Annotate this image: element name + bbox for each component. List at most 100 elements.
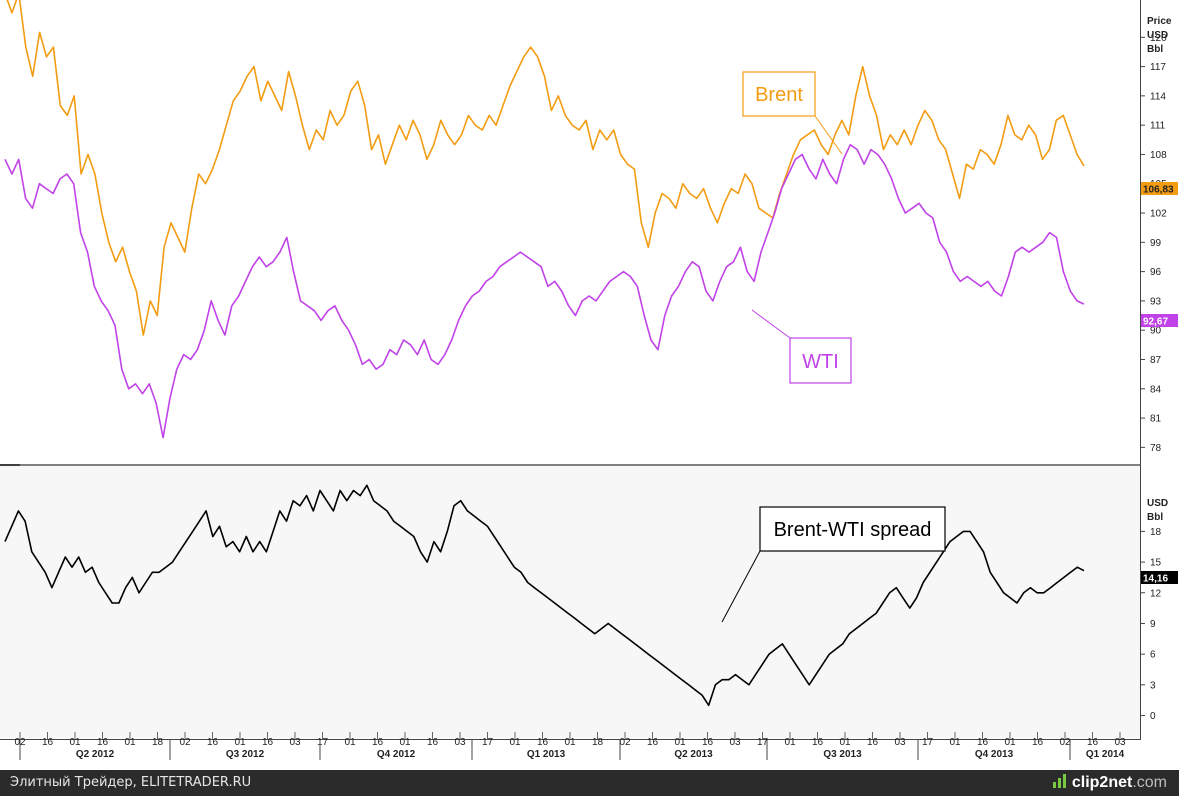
x-day-tick-label: 03 [1114,737,1126,748]
x-day-tick-label: 01 [509,737,521,748]
price-ytick-label: 108 [1150,150,1167,161]
price-ytick-label: 78 [1150,443,1162,454]
price-ytick-label: 90 [1150,326,1162,337]
brent-last-value-badge [1141,182,1178,195]
price-y-axis-ticks: 7881848790939699102105108111114117120 [1140,33,1167,454]
x-day-tick-label: 03 [454,737,466,748]
wti-callout-box [789,337,852,384]
x-day-tick-label: 18 [152,737,164,748]
x-day-tick-label: 17 [482,737,494,748]
x-day-tick-label: 16 [262,737,274,748]
x-axis-quarter-labels: Q2 2012 Q3 2012 Q4 2012 Q1 2013 Q2 2013 Q3 20… [19,740,1125,760]
x-day-tick-label: 16 [1087,737,1099,748]
spread-ytick-label: 0 [1150,711,1156,722]
x-day-tick-label: 01 [949,737,961,748]
x-day-tick-label: 01 [344,737,356,748]
x-day-tick-label: 16 [207,737,219,748]
price-ytick-label: 96 [1150,267,1162,278]
spread-callout-leader [721,550,761,623]
brent-callout-leader [814,115,843,155]
x-day-tick-label: 01 [124,737,136,748]
x-day-tick-label: 03 [729,737,741,748]
price-ytick-label: 111 [1150,121,1166,132]
spread-series-line [4,484,1085,707]
brent-callout-box [742,71,816,117]
price-ytick-label: 81 [1150,414,1162,425]
quarter-label: Q3 2013 [823,749,862,760]
x-day-tick-label: 02 [1059,737,1071,748]
x-day-tick-label: 16 [372,737,384,748]
x-day-tick-label: 16 [812,737,824,748]
spread-unit-label-1: USD [1147,498,1168,509]
quarter-label: Q2 2013 [674,749,713,760]
price-unit-label-2: USD [1147,30,1168,41]
wti-callout-label: WTI [802,351,839,373]
x-day-tick-label: 16 [97,737,109,748]
x-day-tick-label: 01 [839,737,851,748]
x-day-tick-label: 16 [702,737,714,748]
price-panel-background [0,0,1140,464]
x-day-tick-label: 18 [592,737,604,748]
quarter-label: Q1 2014 [1086,749,1125,760]
x-day-tick-label: 17 [757,737,769,748]
clip2net-logo: clip2net.com [1052,773,1167,792]
brent-callout-label: Brent [755,84,803,106]
price-ytick-label: 93 [1150,296,1162,307]
price-ytick-label: 102 [1150,209,1167,220]
x-day-tick-label: 01 [399,737,411,748]
spread-panel-background [0,466,1140,738]
spread-ytick-label: 12 [1150,588,1162,599]
quarter-label: Q1 2013 [527,749,566,760]
x-day-tick-label: 16 [537,737,549,748]
chart-canvas: Price USD Bbl USD Bbl 788184879093969910… [0,0,1178,760]
x-day-tick-label: 02 [619,737,631,748]
quarter-label: Q2 2012 [76,749,115,760]
x-day-tick-label: 01 [674,737,686,748]
x-day-tick-label: 01 [1004,737,1016,748]
quarter-label: Q3 2012 [226,749,265,760]
quarter-label: Q4 2012 [377,749,416,760]
wti-last-value-text: 92,67 [1143,317,1168,328]
x-day-tick-label: 17 [922,737,934,748]
price-unit-label-1: Price [1147,16,1172,27]
brent-last-value-text: 106,83 [1143,185,1174,196]
spread-callout-box [759,506,946,552]
price-ytick-label: 114 [1150,91,1166,102]
footer-source-text: Элитный Трейдер, ELITETRADER.RU [10,775,252,790]
clip2net-logo-suffix: .com [1132,774,1167,791]
price-unit-label-3: Bbl [1147,44,1163,55]
price-ytick-label: 117 [1150,62,1166,73]
spread-ytick-label: 9 [1150,619,1156,630]
spread-y-axis-ticks: 0 3 6 9 12 15 18 [1140,527,1162,722]
x-day-tick-label: 01 [69,737,81,748]
quarter-label: Q4 2013 [975,749,1014,760]
price-ytick-label: 99 [1150,238,1162,249]
price-ytick-label: 84 [1150,384,1162,395]
x-day-tick-label: 16 [427,737,439,748]
wti-last-value-badge [1141,314,1178,327]
brent-series-line [6,0,1085,336]
footer-bar: Элитный Трейдер, ELITETRADER.RU clip2net… [0,770,1179,796]
x-day-tick-label: 01 [564,737,576,748]
price-ytick-label: 120 [1150,33,1167,44]
x-day-tick-label: 16 [977,737,989,748]
wti-series-line [4,143,1085,439]
clip2net-logo-text: clip2net [1071,774,1133,791]
wti-callout-leader [751,309,791,339]
x-day-tick-label: 17 [317,737,329,748]
spread-last-value-badge [1141,571,1178,584]
x-axis-day-ticks: 02 16 01 16 01 18 02 16 01 16 03 17 01 16 01 16 03 17 01 16… [14,732,1126,748]
price-ytick-label: 87 [1150,355,1162,366]
clip2net-logo-icon [1052,774,1066,788]
x-day-tick-label: 03 [894,737,906,748]
x-day-tick-label: 03 [289,737,301,748]
spread-ytick-label: 6 [1150,650,1156,661]
spread-unit-label-2: Bbl [1147,512,1163,523]
x-day-tick-label: 02 [179,737,191,748]
x-day-tick-label: 16 [867,737,879,748]
spread-last-value-text: 14,16 [1143,574,1168,585]
spread-ytick-label: 18 [1150,527,1162,538]
x-day-tick-label: 01 [784,737,796,748]
x-day-tick-label: 16 [42,737,54,748]
x-day-tick-label: 16 [1032,737,1044,748]
